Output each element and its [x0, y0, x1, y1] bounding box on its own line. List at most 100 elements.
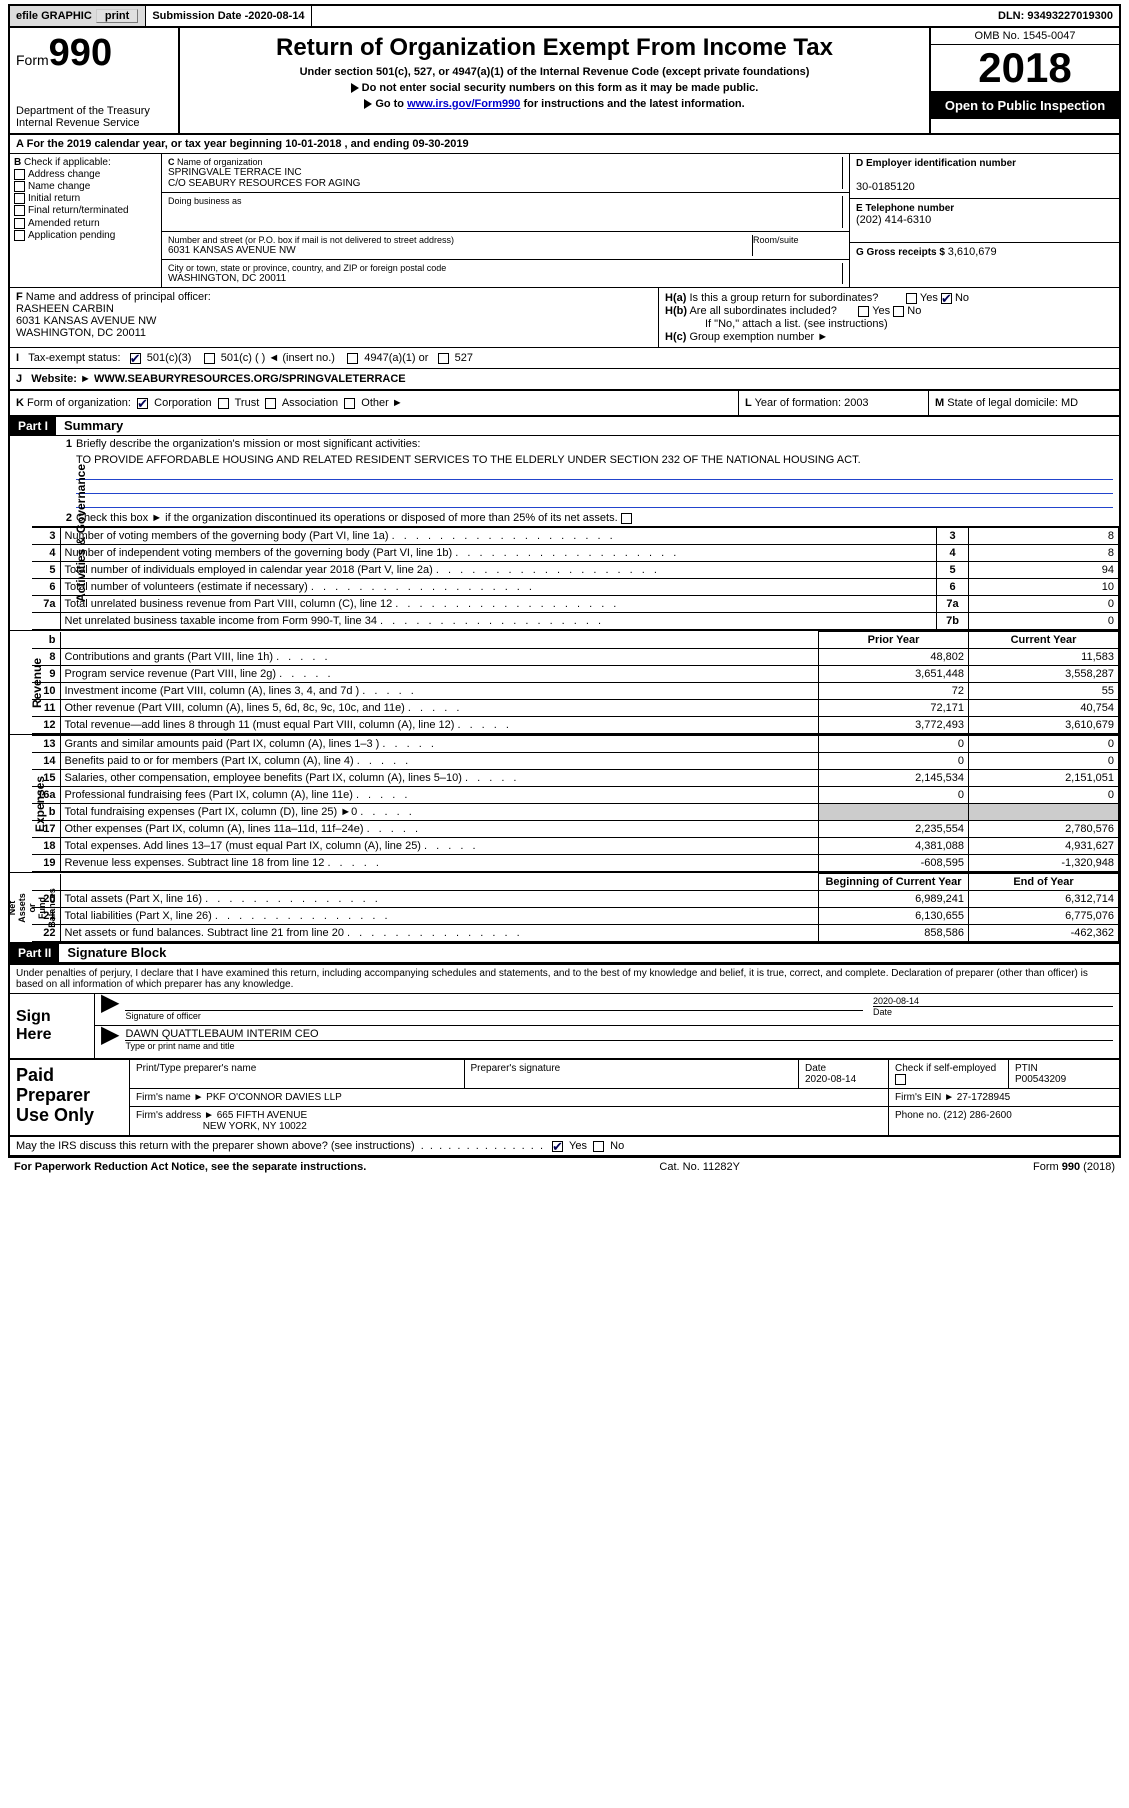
527-checkbox[interactable] [438, 353, 449, 364]
vlabel-revenue: Revenue [30, 657, 44, 707]
dept1: Department of the Treasury [16, 105, 172, 117]
instructions-link[interactable]: www.irs.gov/Form990 [407, 98, 520, 110]
4947-checkbox[interactable] [347, 353, 358, 364]
ha-text: Is this a group return for subordinates? [689, 292, 878, 304]
part1-bar: Part I [10, 417, 56, 435]
print-button[interactable]: print [96, 9, 138, 23]
declaration: Under penalties of perjury, I declare th… [10, 965, 1119, 994]
firm-name: PKF O'CONNOR DAVIES LLP [206, 1092, 342, 1103]
other-label: Other ► [361, 397, 402, 409]
ha-yes-checkbox[interactable] [906, 293, 917, 304]
domicile: MD [1061, 397, 1078, 409]
row-a-text: For the 2019 calendar year, or tax year … [27, 138, 469, 150]
part2-bar: Part II [10, 944, 59, 962]
arrow-icon: ▶ [101, 996, 119, 1023]
b-checkbox-item[interactable]: Initial return [14, 193, 157, 204]
discuss-text: May the IRS discuss this return with the… [16, 1140, 415, 1152]
ein-label: Employer identification number [866, 158, 1016, 169]
prep-self-label: Check if self-employed [895, 1063, 996, 1074]
tax-status-label: Tax-exempt status: [28, 352, 120, 364]
form-org-label: Form of organization: [27, 397, 131, 409]
b-checkbox-item[interactable]: Final return/terminated [14, 205, 157, 216]
footer-right: 990 [1062, 1161, 1080, 1173]
vlabel-activities: Activities & Governance [74, 464, 88, 602]
other-checkbox[interactable] [344, 398, 355, 409]
line2-checkbox[interactable] [621, 513, 632, 524]
part1-title: Summary [56, 416, 131, 435]
year-formation-label: Year of formation: [755, 397, 841, 409]
firm-addr1: 665 FIFTH AVENUE [217, 1110, 307, 1121]
line2-label: Check this box ► if the organization dis… [76, 512, 618, 524]
website: WWW.SEABURYRESOURCES.ORG/SPRINGVALETERRA… [94, 373, 406, 385]
omb-number: OMB No. 1545-0047 [931, 28, 1119, 45]
firm-name-label: Firm's name ► [136, 1092, 203, 1103]
ptin-label: PTIN [1015, 1063, 1038, 1074]
open-inspection: Open to Public Inspection [931, 92, 1119, 119]
topbar: efile GRAPHIC print Submission Date - 20… [8, 4, 1121, 28]
yes-label: Yes [920, 292, 938, 304]
org-name-2: C/O SEABURY RESOURCES FOR AGING [168, 178, 360, 189]
arrow-icon: ▶ [101, 1028, 119, 1056]
dept2: Internal Revenue Service [16, 117, 172, 129]
org-name-1: SPRINGVALE TERRACE INC [168, 167, 302, 178]
hc-text: Group exemption number [689, 331, 814, 343]
prep-date: 2020-08-14 [805, 1074, 856, 1085]
street-label: Number and street (or P.O. box if mail i… [168, 235, 752, 245]
trust-checkbox[interactable] [218, 398, 229, 409]
gross-label: G Gross receipts $ [856, 247, 948, 258]
4947-label: 4947(a)(1) or [364, 352, 428, 364]
501c-checkbox[interactable] [204, 353, 215, 364]
officer-addr2: WASHINGTON, DC 20011 [16, 327, 146, 339]
ha-no-checkbox[interactable] [941, 293, 952, 304]
triangle-icon [351, 83, 359, 93]
hb-yes-checkbox[interactable] [858, 306, 869, 317]
footer-left: For Paperwork Reduction Act Notice, see … [14, 1161, 366, 1173]
discuss-yes-checkbox[interactable] [552, 1141, 563, 1152]
triangle-icon [364, 99, 372, 109]
row-a: A For the 2019 calendar year, or tax yea… [10, 135, 1119, 154]
paid-preparer-label: Paid Preparer Use Only [10, 1060, 130, 1135]
b-checkbox-item[interactable]: Application pending [14, 230, 157, 241]
discuss-no-checkbox[interactable] [593, 1141, 604, 1152]
hb-text: Are all subordinates included? [689, 305, 836, 317]
self-employed-checkbox[interactable] [895, 1074, 906, 1085]
subtitle-2: Do not enter social security numbers on … [362, 82, 759, 94]
501c-label: 501(c) ( ) ◄ (insert no.) [221, 352, 335, 364]
corp-checkbox[interactable] [137, 398, 148, 409]
501c3-checkbox[interactable] [130, 353, 141, 364]
form-header: Form990 Department of the Treasury Inter… [10, 28, 1119, 135]
sign-here: Sign Here [10, 994, 95, 1058]
sig-date: 2020-08-14 [873, 996, 919, 1006]
dba-label: Doing business as [168, 196, 842, 206]
city-label: City or town, state or province, country… [168, 263, 842, 273]
sig-officer-label: Signature of officer [125, 1011, 200, 1021]
form-number: 990 [49, 32, 112, 74]
b-checkbox-item[interactable]: Amended return [14, 218, 157, 229]
assoc-label: Association [282, 397, 338, 409]
527-label: 527 [455, 352, 473, 364]
officer-label: Name and address of principal officer: [26, 291, 211, 303]
firm-phone: Phone no. (212) 286-2600 [895, 1110, 1012, 1121]
ptin: P00543209 [1015, 1074, 1066, 1085]
tax-year: 2018 [931, 45, 1119, 92]
part2-title: Signature Block [59, 943, 174, 962]
c-name-label: Name of organization [177, 157, 263, 167]
room-label: Room/suite [753, 235, 843, 245]
line1-label: Briefly describe the organization's miss… [76, 438, 420, 450]
trust-label: Trust [235, 397, 260, 409]
firm-addr-label: Firm's address ► [136, 1110, 214, 1121]
b-checkbox-item[interactable]: Address change [14, 169, 157, 180]
prep-sig-label: Preparer's signature [471, 1063, 561, 1074]
firm-addr2: NEW YORK, NY 10022 [203, 1121, 307, 1132]
domicile-label: State of legal domicile: [947, 397, 1058, 409]
prep-date-label: Date [805, 1063, 826, 1074]
hb-no-checkbox[interactable] [893, 306, 904, 317]
ein: 30-0185120 [856, 181, 915, 193]
sig-date-label: Date [873, 1007, 892, 1017]
assoc-checkbox[interactable] [265, 398, 276, 409]
gross-receipts: 3,610,679 [948, 246, 997, 258]
b-checkbox-item[interactable]: Name change [14, 181, 157, 192]
officer-name: RASHEEN CARBIN [16, 303, 114, 315]
hb-note: If "No," attach a list. (see instruction… [665, 318, 1113, 330]
yes-label: Yes [569, 1140, 587, 1152]
